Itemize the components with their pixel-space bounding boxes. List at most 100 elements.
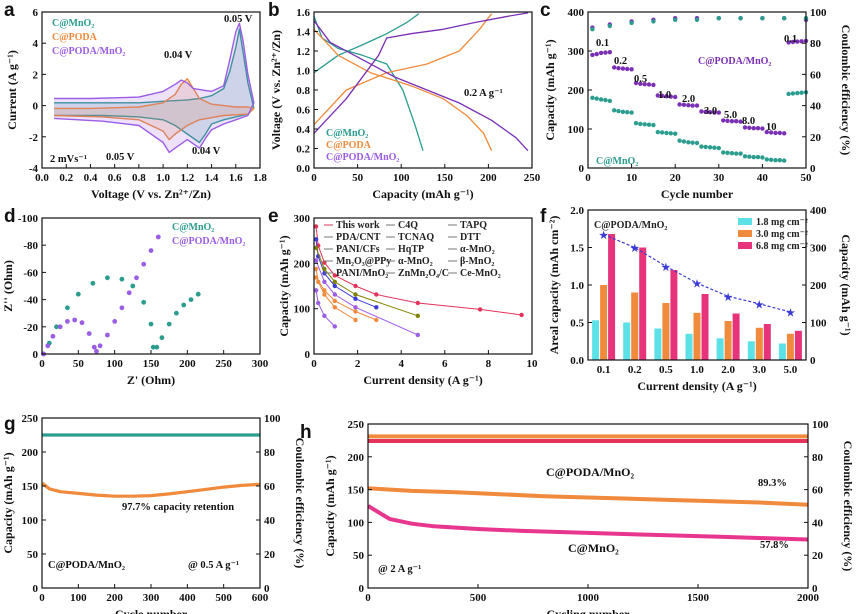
capacity-point	[795, 90, 800, 96]
annotation: 0.05 V	[106, 152, 135, 163]
comparison-point	[374, 292, 379, 297]
panel-letter-f: f	[540, 206, 547, 227]
y-tick-label: 2.0	[570, 205, 584, 217]
annotation: 2 mVs⁻¹	[50, 154, 87, 165]
annotation: 0.2 A g⁻¹	[464, 88, 503, 99]
gcd-curve-5	[313, 12, 529, 134]
comparison-point	[353, 317, 358, 323]
bar	[608, 234, 616, 360]
x-axis-label: Capacity (mAh g⁻¹)	[372, 187, 473, 201]
y-tick-label: 50	[27, 549, 39, 561]
capacity-point	[629, 67, 634, 72]
capacity-point	[694, 140, 700, 146]
bar	[623, 322, 631, 360]
capacity-point	[734, 151, 739, 156]
legend-entry: α-MnO₂	[460, 244, 495, 255]
cycling-line-0	[368, 486, 809, 507]
x-tick-label: 300	[143, 592, 160, 604]
comparison-point	[374, 317, 379, 323]
y-tick-label: 300	[294, 213, 311, 225]
comparison-point	[313, 258, 319, 263]
legend-entry: β-MnO₂	[460, 256, 494, 267]
x-tick-label: 2.0	[721, 364, 735, 376]
y-tick-label: -20	[23, 322, 38, 334]
rate-label: 8.0	[742, 116, 755, 127]
panel-letter-d: d	[4, 206, 16, 227]
x-tick-label: 0	[39, 592, 45, 604]
y2-tick-label: 100	[264, 413, 281, 425]
y-tick-label: 0	[33, 101, 39, 113]
capacity-point	[703, 144, 708, 150]
x-tick-label: 2	[355, 358, 361, 370]
capacity-point	[607, 50, 612, 55]
eis-point	[65, 305, 70, 311]
capacity-point	[747, 125, 752, 130]
annotation: 0.04 V	[192, 146, 221, 157]
panel-letter-h: h	[300, 422, 312, 443]
x-tick-label: 0.1	[597, 364, 611, 376]
plot-frame	[41, 11, 261, 169]
bar	[631, 292, 639, 360]
cv-curve-1	[54, 77, 255, 141]
eis-point	[148, 248, 154, 254]
comparison-point	[332, 324, 337, 329]
y-tick-label: 1.4	[296, 27, 310, 39]
panel-letter-c: c	[540, 0, 551, 21]
bar	[701, 294, 709, 360]
capacity-point	[768, 157, 774, 162]
capacity-point	[786, 91, 791, 97]
ce-point	[629, 20, 634, 26]
capacity-point	[625, 66, 630, 72]
y-tick-label: 50	[353, 550, 365, 562]
y2-axis-label: Coulombic efficiency (%)	[293, 438, 307, 569]
x-tick-label: 200	[480, 172, 497, 184]
comparison-point	[313, 237, 319, 242]
x-tick-label: 500	[470, 592, 487, 604]
eis-point	[57, 324, 63, 330]
x-tick-label: 6	[442, 358, 448, 370]
ce-point	[782, 16, 787, 21]
comparison-point	[374, 305, 379, 310]
legend-entry: C4Q	[398, 220, 418, 231]
comparison-point	[316, 300, 321, 306]
legend-entry: C@PODA/MnO₂	[172, 236, 245, 247]
capacity-point	[742, 154, 748, 159]
y2-tick-label: 0	[810, 355, 816, 367]
y2-tick-label: 20	[810, 132, 822, 144]
capacity-point	[633, 121, 639, 126]
comparison-point	[332, 298, 337, 304]
x-axis-label: Current density (A g⁻¹)	[363, 373, 482, 387]
capacity-point	[764, 129, 769, 135]
legend-entry: DTT	[460, 232, 481, 243]
x-tick-label: 2000	[797, 592, 820, 604]
x-tick-label: 3.0	[752, 364, 766, 376]
comparison-point	[313, 288, 319, 293]
series-label: C@MnO₂	[596, 156, 638, 167]
y2-tick-label: 60	[810, 69, 822, 81]
x-tick-label: 0	[39, 358, 45, 370]
bar	[670, 270, 678, 360]
bar	[786, 333, 794, 361]
panel-letter-g: g	[4, 414, 16, 435]
x-tick-label: 400	[179, 592, 196, 604]
gcd-curve-3	[313, 13, 493, 126]
y-tick-label: 200	[348, 452, 365, 464]
comparison-point	[322, 266, 327, 272]
panel-d: d 0 50 100 150 200 250 300 0 -20 -40 -60 -80 -100 Z' (…	[1, 206, 269, 387]
rate-label: 1.0	[658, 90, 671, 101]
legend-entry: PANI/CFs	[336, 244, 380, 255]
y2-tick-label: 60	[264, 481, 276, 493]
legend-entry: C@MnO₂	[52, 18, 94, 29]
eis-point	[119, 276, 125, 282]
capacity-point	[642, 82, 647, 87]
cv-curve-0	[54, 28, 255, 144]
y-tick-label: 200	[22, 447, 39, 459]
y-tick-label: 250	[348, 419, 365, 431]
y-axis-label: Areal capacity (mAh cm⁻²)	[547, 216, 561, 355]
x-tick-label: 200	[179, 358, 196, 370]
legend-entry: ZnMn₂O₄/C	[398, 268, 449, 279]
x-axis-label: Voltage (V vs. Zn²⁺/Zn)	[91, 187, 211, 201]
y-tick-label: 1.0	[570, 280, 584, 292]
capacity-point	[620, 66, 626, 71]
